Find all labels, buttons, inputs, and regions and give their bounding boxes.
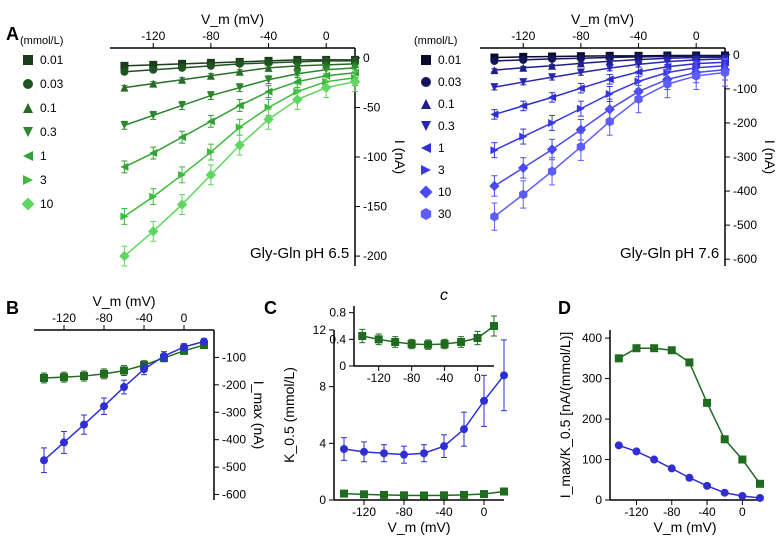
svg-text:0.03: 0.03 <box>438 75 462 89</box>
svg-text:-80: -80 <box>403 371 421 385</box>
svg-text:3: 3 <box>40 173 47 187</box>
svg-text:30: 30 <box>438 207 452 221</box>
chart-C-inset: -120 -80 -40 0 0 0.4 0.8 <box>329 306 498 385</box>
svg-text:3: 3 <box>438 163 445 177</box>
y-axis-label: I_max/K_0.5 [nA/(mmol/L)] <box>557 332 573 499</box>
inset-label: c <box>440 287 448 304</box>
chart-A-left: -120 -80 -40 0 V_m (mV) 0 -50 -100 -150 -200 I (nA… <box>20 11 408 266</box>
svg-text:0: 0 <box>481 505 488 519</box>
charts-svg: -120-80-400V_m (mV)0-50-100-150-200I (nA… <box>0 0 778 541</box>
y-axis-label: K_0.5 (mmol/L) <box>281 367 297 463</box>
svg-text:-200: -200 <box>222 378 246 392</box>
y-axis-label: I_max (nA) <box>251 381 267 449</box>
svg-text:-120: -120 <box>352 505 376 519</box>
svg-text:-150: -150 <box>363 200 387 214</box>
svg-text:-80: -80 <box>663 505 681 519</box>
x-axis-label: V_m (mV) <box>654 519 717 535</box>
svg-text:-50: -50 <box>363 100 381 114</box>
y-axis-label: I (nA) <box>762 140 778 174</box>
svg-text:-600: -600 <box>733 252 757 266</box>
svg-text:-300: -300 <box>222 405 246 419</box>
svg-text:-80: -80 <box>572 29 590 43</box>
svg-text:(mmol/L): (mmol/L) <box>414 35 457 47</box>
svg-text:1: 1 <box>40 149 47 163</box>
svg-text:0: 0 <box>739 505 746 519</box>
svg-text:0.01: 0.01 <box>40 53 64 67</box>
svg-text:-120: -120 <box>624 505 648 519</box>
svg-text:-400: -400 <box>733 184 757 198</box>
svg-text:0.01: 0.01 <box>438 53 462 67</box>
svg-text:0.3: 0.3 <box>40 125 57 139</box>
svg-text:-400: -400 <box>222 433 246 447</box>
svg-text:0.1: 0.1 <box>438 97 455 111</box>
svg-text:-120: -120 <box>52 311 76 325</box>
svg-text:-100: -100 <box>222 350 246 364</box>
svg-text:-100: -100 <box>733 82 757 96</box>
svg-text:-500: -500 <box>733 218 757 232</box>
svg-text:-40: -40 <box>435 505 453 519</box>
legend: (mmol/L) 0.01 0.03 0.1 0.3 1 3 10 30 <box>414 35 462 221</box>
chart-C: -120 -80 -40 0 V_m (mV) 0 4 8 12 K_0.5 (mmol/L) <box>281 323 508 535</box>
svg-text:-80: -80 <box>395 505 413 519</box>
svg-text:-40: -40 <box>260 29 278 43</box>
svg-text:-40: -40 <box>698 505 716 519</box>
x-axis-label: V_m (mV) <box>571 11 634 27</box>
svg-text:0: 0 <box>319 493 326 507</box>
svg-text:-300: -300 <box>733 150 757 164</box>
svg-text:10: 10 <box>40 197 54 211</box>
chart-A-right: -120-80-400V_m (mV)0-100-200-300-400-500… <box>414 11 778 266</box>
svg-text:100: 100 <box>582 453 602 467</box>
svg-text:-80: -80 <box>95 311 113 325</box>
svg-text:0: 0 <box>323 29 330 43</box>
svg-text:1: 1 <box>438 141 445 155</box>
svg-text:(mmol/L): (mmol/L) <box>20 35 63 47</box>
svg-text:8: 8 <box>319 380 326 394</box>
svg-text:0: 0 <box>595 493 602 507</box>
y-axis-label: I (nA) <box>392 140 408 174</box>
svg-text:0: 0 <box>733 48 740 62</box>
svg-text:-120: -120 <box>511 29 535 43</box>
svg-text:-40: -40 <box>436 371 454 385</box>
chart-title: Gly-Gln pH 6.5 <box>250 245 349 262</box>
svg-text:0: 0 <box>339 359 346 373</box>
svg-text:-500: -500 <box>222 460 246 474</box>
svg-text:-100: -100 <box>363 150 387 164</box>
svg-text:0.1: 0.1 <box>40 101 57 115</box>
x-axis-label: V_m (mV) <box>93 293 156 309</box>
svg-text:-120: -120 <box>141 29 165 43</box>
svg-text:0: 0 <box>363 51 370 65</box>
svg-text:-40: -40 <box>135 311 153 325</box>
svg-text:200: 200 <box>582 412 602 426</box>
svg-text:-200: -200 <box>733 116 757 130</box>
svg-text:0.8: 0.8 <box>329 306 346 320</box>
svg-text:-80: -80 <box>202 29 220 43</box>
chart-D: -120 -80 -40 0 V_m (mV) 0 100 200 300 400 I_max/K_… <box>557 330 764 535</box>
legend: (mmol/L) 0.01 0.03 0.1 0.3 1 3 10 <box>20 35 64 211</box>
svg-text:-40: -40 <box>630 29 648 43</box>
svg-text:-120: -120 <box>367 371 391 385</box>
chart-B: -120-80-400V_m (mV)-100-200-300-400-500-… <box>34 293 267 502</box>
x-axis-label: V_m (mV) <box>388 519 451 535</box>
svg-text:-600: -600 <box>222 488 246 502</box>
svg-text:0.3: 0.3 <box>438 119 455 133</box>
chart-title: Gly-Gln pH 7.6 <box>620 245 719 262</box>
svg-text:0: 0 <box>181 311 188 325</box>
svg-text:0: 0 <box>693 29 700 43</box>
svg-text:-200: -200 <box>363 249 387 263</box>
svg-text:300: 300 <box>582 372 602 386</box>
svg-text:400: 400 <box>582 331 602 345</box>
svg-text:10: 10 <box>438 185 452 199</box>
svg-text:0.4: 0.4 <box>329 332 346 346</box>
svg-text:0: 0 <box>474 371 481 385</box>
svg-text:0.03: 0.03 <box>40 77 64 91</box>
svg-text:12: 12 <box>313 323 327 337</box>
svg-text:4: 4 <box>319 436 326 450</box>
x-axis-label: V_m (mV) <box>201 11 264 27</box>
